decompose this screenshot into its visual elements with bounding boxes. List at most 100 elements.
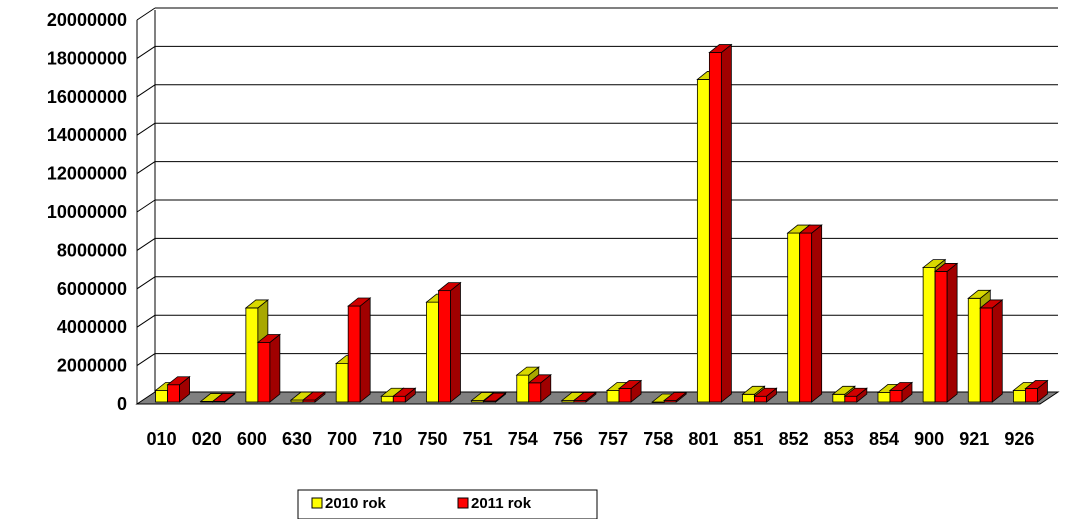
- x-tick-label: 926: [1004, 429, 1034, 449]
- gridline-side: [136, 199, 156, 213]
- bar-top: [753, 387, 778, 397]
- bar-front: [245, 307, 259, 403]
- bar-top: [482, 392, 507, 402]
- bar-top: [888, 382, 914, 391]
- bar-top: [572, 392, 598, 401]
- bar-front: [335, 363, 349, 403]
- bar-top: [392, 387, 417, 397]
- gridline-side: [136, 45, 156, 59]
- bar-2011-rok-801: [708, 43, 733, 403]
- gridline-side: [136, 276, 156, 290]
- bar-2011-rok-754: [527, 373, 552, 403]
- bar-2011-rok-756: [572, 391, 598, 403]
- y-tick-label: 12000000: [47, 164, 127, 184]
- bar-2011-rok-630: [301, 391, 327, 403]
- bar-front: [347, 305, 361, 403]
- bar-front: [979, 307, 993, 403]
- legend-box: [297, 489, 598, 519]
- bar-2011-rok-700: [347, 297, 372, 403]
- bar-top: [256, 334, 282, 343]
- bar-top: [741, 385, 766, 395]
- bar-top: [470, 392, 495, 401]
- bar-top: [967, 289, 992, 299]
- bar-2011-rok-926: [1024, 379, 1049, 403]
- bar-top: [933, 263, 959, 272]
- x-tick-label: 757: [598, 429, 628, 449]
- x-tick-label: 921: [959, 429, 989, 449]
- bar-2011-rok-757: [617, 379, 643, 403]
- bar-2011-rok-854: [888, 381, 914, 403]
- y-tick-label: 20000000: [47, 10, 127, 30]
- x-tick-label: 754: [508, 429, 538, 449]
- bar-front: [257, 342, 271, 403]
- bar-side: [269, 333, 281, 403]
- bar-front: [934, 271, 948, 403]
- y-axis: 0 2000000 4000000 6000000 8000000 10000000 120…: [47, 10, 127, 414]
- bar-top: [244, 299, 270, 309]
- bar-front: [832, 393, 846, 403]
- chart-bars: [154, 43, 1049, 403]
- y-tick-label: 0: [117, 394, 127, 414]
- x-tick-label: 020: [192, 429, 222, 449]
- bar-top: [617, 380, 643, 389]
- bar-front: [392, 395, 406, 403]
- x-tick-label: 852: [779, 429, 809, 449]
- bar-2011-rok-600: [256, 333, 282, 403]
- x-tick-label: 854: [869, 429, 899, 449]
- bar-front: [742, 393, 755, 403]
- bar-front: [754, 395, 767, 403]
- bar-top: [211, 393, 236, 402]
- bar-side: [450, 281, 461, 403]
- bar-front: [696, 79, 710, 403]
- bar-front: [967, 297, 981, 403]
- gridline-side: [136, 237, 156, 251]
- bar-front: [380, 395, 394, 403]
- bar-front: [799, 232, 813, 403]
- bar-front: [889, 390, 903, 403]
- gridline-side: [136, 314, 156, 328]
- bar-2011-rok-852: [798, 224, 823, 403]
- bar-2011-rok-020: [211, 392, 236, 403]
- bar-2011-rok-750: [437, 281, 462, 403]
- bar-top: [798, 224, 823, 234]
- y-tick-label: 18000000: [47, 48, 127, 68]
- bar-2011-rok-751: [482, 392, 507, 403]
- y-tick-label: 4000000: [57, 317, 127, 337]
- bar-top: [347, 297, 372, 307]
- bar-top: [831, 385, 856, 395]
- bar-front: [1025, 388, 1038, 403]
- bar-2011-rok-853: [843, 387, 868, 403]
- bar-front: [787, 232, 801, 403]
- x-axis: 010 020 600 630 700 710 750 751 754 756 757 758 801 8…: [147, 429, 1035, 449]
- x-tick-label: 600: [237, 429, 267, 449]
- x-tick-label: 751: [463, 429, 493, 449]
- bar-front: [438, 290, 451, 403]
- x-tick-label: 756: [553, 429, 583, 449]
- x-tick-label: 630: [282, 429, 312, 449]
- bar-top: [663, 392, 688, 401]
- bar-side: [811, 224, 823, 403]
- bar-front: [922, 267, 936, 403]
- gridline-side: [136, 353, 156, 367]
- bar-2011-rok-851: [753, 387, 778, 403]
- bar-front: [516, 374, 530, 403]
- bar-top: [708, 44, 733, 53]
- bar-front: [1013, 390, 1026, 403]
- legend-swatch: [311, 497, 323, 509]
- bar-2011-rok-900: [933, 262, 959, 403]
- y-tick-label: 6000000: [57, 279, 127, 299]
- bar-top: [1024, 380, 1049, 389]
- bar-2010-rok-754: [515, 366, 540, 403]
- bar-front: [606, 390, 620, 403]
- bar-2011-rok-921: [979, 299, 1004, 403]
- x-tick-label: 710: [372, 429, 402, 449]
- x-tick-label: 700: [327, 429, 357, 449]
- legend-label: 2011 rok: [471, 495, 532, 512]
- bar-top: [843, 387, 868, 397]
- bar-top: [515, 366, 540, 376]
- bar-front: [844, 395, 858, 403]
- bar-top: [527, 374, 552, 384]
- bar-2011-rok-710: [392, 387, 417, 403]
- legend-swatch: [457, 497, 469, 509]
